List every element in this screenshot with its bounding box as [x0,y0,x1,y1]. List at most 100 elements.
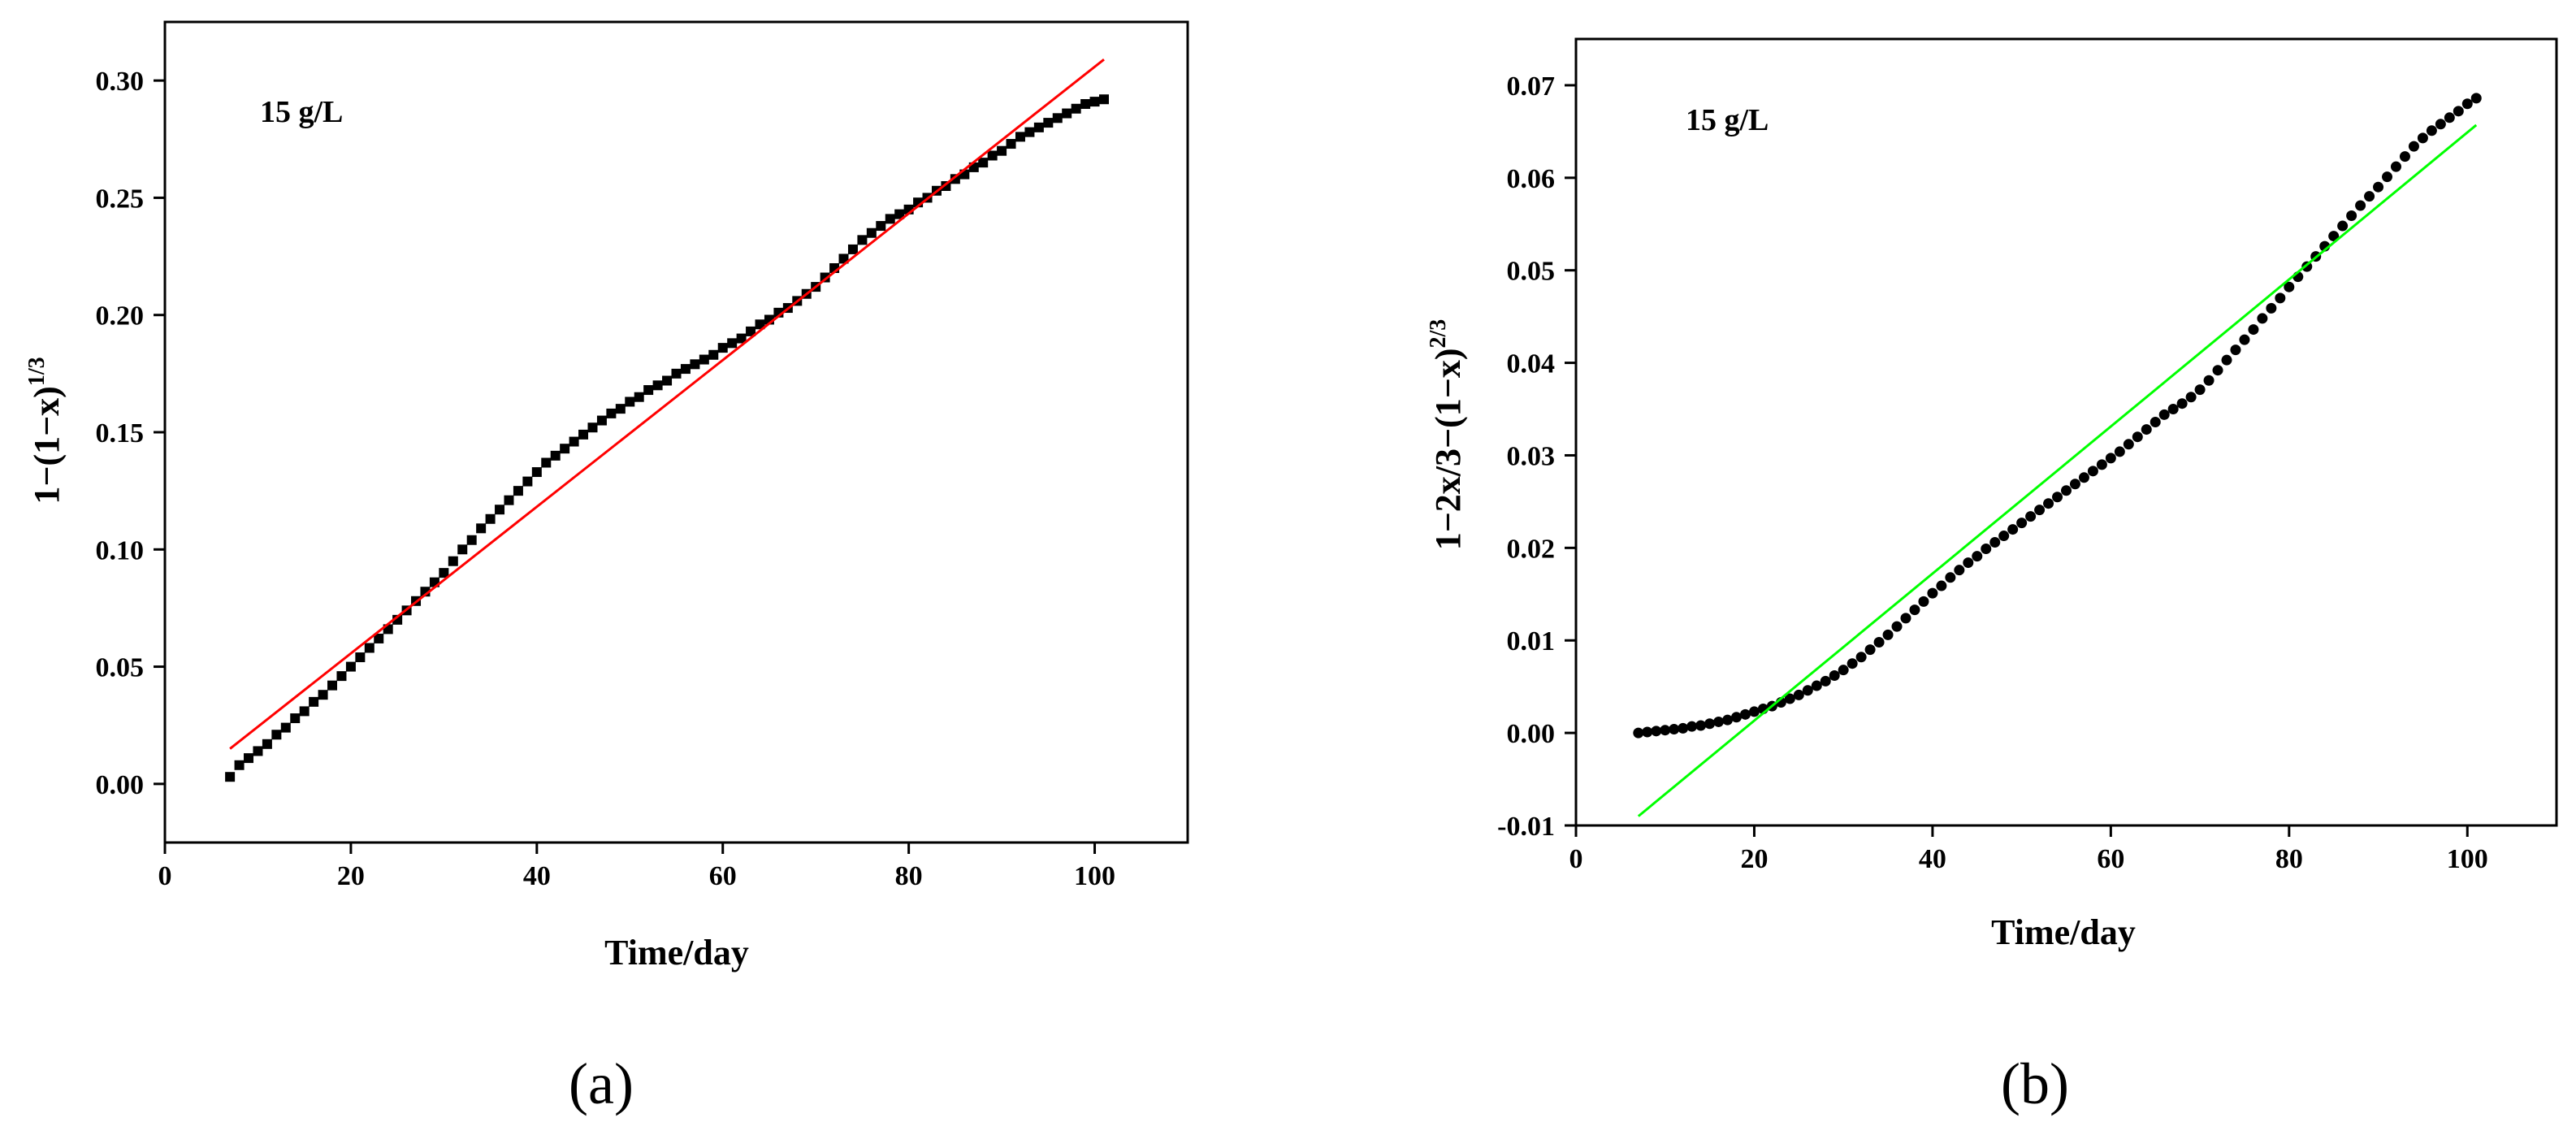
data-point [1642,726,1653,738]
data-point [513,486,523,496]
data-point [1739,708,1751,720]
data-point [1043,118,1054,128]
data-point [606,408,617,418]
data-point [2239,334,2250,345]
data-point [2158,409,2170,420]
data-point [504,495,514,505]
y-tick-label: 0.05 [1507,257,1556,287]
data-point [1838,665,1849,676]
data-point [234,760,245,770]
x-tick-label: 0 [158,861,172,891]
data-point [1071,103,1081,114]
y-tick-label: 0.07 [1507,71,1556,102]
data-point [978,158,989,168]
data-point [2043,498,2054,509]
data-point [615,404,626,414]
data-point [717,343,728,353]
data-point [1864,644,1876,656]
data-point [569,436,579,447]
data-point [439,568,449,578]
data-point [327,680,338,691]
data-point [225,772,236,782]
data-point [894,209,905,219]
data-point [1633,727,1644,739]
y-tick-label: 0.05 [96,653,145,683]
data-point [2061,485,2072,496]
data-point [466,535,477,545]
x-ticks: 0 20 40 60 80 100 [1569,825,2488,874]
data-point [2346,210,2357,222]
data-point [596,415,607,426]
data-point [652,380,663,391]
data-point [2105,453,2116,464]
data-point [2025,511,2037,522]
data-point [838,253,849,264]
data-point [1855,652,1867,663]
data-point [1704,718,1716,730]
data-point [2408,141,2419,152]
data-point [857,235,868,245]
data-point [2426,125,2437,136]
data-point [2355,200,2366,211]
data-point [262,739,272,749]
data-point [1080,99,1091,109]
y-tick-label: 0.20 [96,301,145,331]
data-point [1882,629,1894,640]
data-point [1891,621,1903,632]
data-point [1820,675,1831,687]
data-point [1811,680,1822,691]
data-point [578,429,589,440]
x-tick-label: 80 [895,861,923,891]
chart-panel-a: 0 20 40 60 80 100 0.00 0.05 0.10 0.15 0.20 0.25 0.3… [24,20,1189,1116]
y-tick-label: 0.01 [1507,626,1556,656]
data-point [541,457,552,468]
data-point [364,643,374,653]
data-point [1909,604,1920,616]
data-point [2275,292,2286,304]
data-point [2114,446,2125,457]
x-tick-label: 100 [2447,844,2488,874]
y-ticks: 0.00 0.05 0.10 0.15 0.20 0.25 0.30 [96,67,165,800]
data-point [280,722,291,733]
data-point [1748,706,1760,717]
data-point [699,354,709,365]
data-point [1015,132,1025,142]
data-point [2328,231,2340,242]
data-point [2373,181,2384,193]
data-point [2185,392,2197,403]
data-point [485,513,496,524]
y-ticks: -0.01 0.00 0.01 0.02 0.03 0.04 0.05 0.06 0.07 [1497,71,1576,842]
data-point [1033,122,1044,132]
data-point [2203,375,2214,386]
data-point [2470,93,2482,104]
y-tick-label: 0.04 [1507,349,1556,379]
data-point [671,368,682,379]
data-point [2417,132,2428,144]
fit-line [1637,123,2478,817]
y-tick-label: 0.06 [1507,164,1556,194]
chart-annotation: 15 g/L [1686,103,1769,137]
data-point [746,326,756,336]
data-point [1802,685,1813,696]
data-point [1713,716,1725,727]
data-point [1098,94,1109,105]
data-point [1918,596,1929,607]
data-point [522,476,533,487]
data-point [1784,693,1795,704]
data-point [950,174,960,184]
data-point [2390,161,2401,172]
data-point [2230,344,2241,356]
data-point [476,523,487,534]
data-point [2194,384,2206,396]
data-point [2453,106,2464,117]
chart-panel-b: 0 20 40 60 80 100 -0.01 0.00 0.01 0.02 0.03 0.04 0.… [1426,37,2558,1116]
y-tick-label: 0.00 [96,770,145,800]
data-point [2141,424,2152,435]
data-point [1006,139,1016,149]
data-point [1686,721,1698,732]
y-axis-label-base: 1−2x/3−(1−x) [1428,349,1468,551]
x-tick-label: 20 [337,861,365,891]
x-ticks: 0 20 40 60 80 100 [158,843,1115,891]
data-point [736,333,747,344]
data-point [2382,171,2393,183]
